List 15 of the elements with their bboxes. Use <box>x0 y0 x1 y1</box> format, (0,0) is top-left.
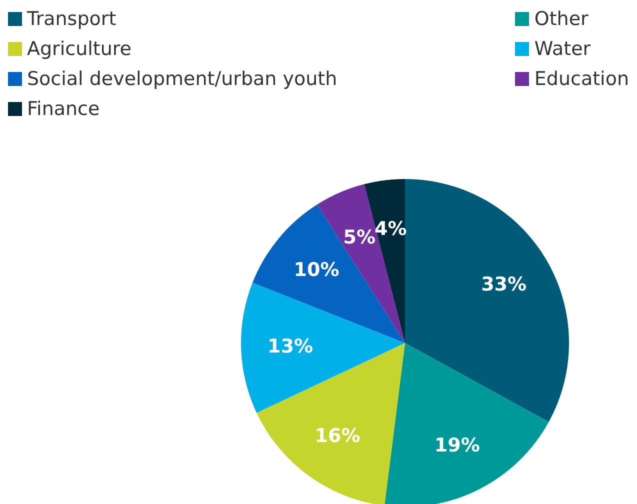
data-label: 13% <box>268 336 313 358</box>
data-label: 16% <box>314 424 360 447</box>
pie-slice <box>241 282 405 413</box>
data-label: 19% <box>434 434 480 456</box>
legend-label: Education <box>534 68 629 90</box>
data-label: 5% <box>343 226 376 249</box>
legend-label: Finance <box>27 98 100 120</box>
data-label: 33% <box>481 274 527 296</box>
legend-label: Agriculture <box>27 38 132 60</box>
data-label: 4% <box>374 218 407 240</box>
legend-label: Transport <box>27 8 116 30</box>
legend-label: Social development/urban youth <box>27 68 338 90</box>
data-label: 10% <box>294 258 340 281</box>
legend-label: Other <box>534 8 588 30</box>
legend-label: Water <box>534 38 591 60</box>
